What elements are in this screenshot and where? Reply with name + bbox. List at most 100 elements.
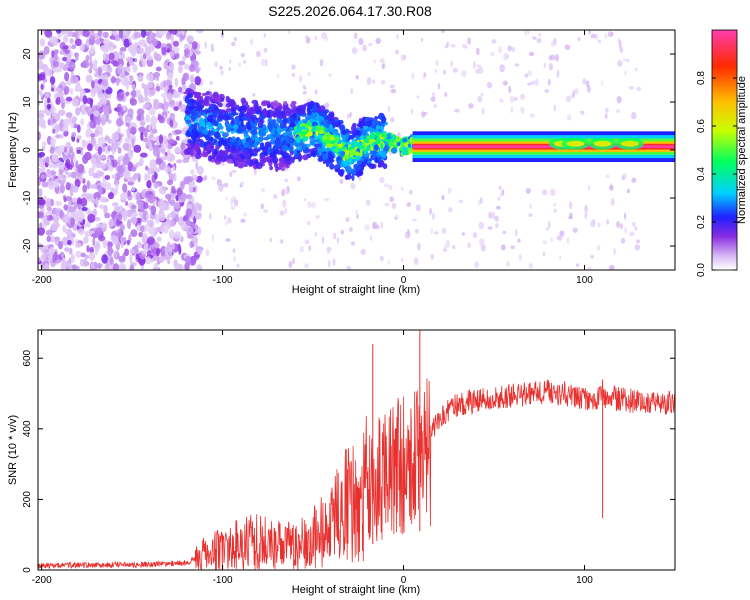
heatmap-cell <box>584 212 587 220</box>
heatmap-cell <box>116 117 123 127</box>
heatmap-cell <box>68 146 74 154</box>
heatmap-cell <box>431 212 436 220</box>
heatmap-cell <box>155 53 162 62</box>
heatmap-cell <box>299 245 304 253</box>
heatmap-cell <box>282 127 287 132</box>
heatmap-cell <box>79 42 85 52</box>
heatmap-cell <box>609 185 614 191</box>
heatmap-cell <box>271 127 276 136</box>
heatmap-cell <box>271 119 277 126</box>
heatmap-cell <box>71 97 80 107</box>
heatmap-cell <box>230 41 236 47</box>
heatmap-cell <box>146 179 152 189</box>
heatmap-cell <box>515 228 518 237</box>
heatmap-cell <box>307 220 311 226</box>
heatmap-cell <box>325 115 329 121</box>
heatmap-cell <box>360 163 365 172</box>
heatmap-cell <box>46 235 51 243</box>
heatmap-cell <box>339 178 344 184</box>
heatmap-cell <box>126 239 131 246</box>
heatmap-cell <box>400 53 404 62</box>
heatmap-cell <box>524 73 529 78</box>
heatmap-cell <box>622 173 627 179</box>
heatmap-cell <box>588 184 591 191</box>
heatmap-cell <box>190 256 197 266</box>
heatmap-cell <box>57 161 66 170</box>
heatmap-cell <box>146 72 154 81</box>
heatmap-cell <box>393 140 397 146</box>
heatmap-cell <box>90 35 96 40</box>
heatmap-cell <box>119 73 127 79</box>
heatmap-cell <box>130 166 137 172</box>
heatmap-cell <box>623 58 628 62</box>
heatmap-cell <box>324 102 330 109</box>
heatmap-cell <box>326 246 332 252</box>
heatmap-cell <box>41 181 49 188</box>
heatmap-cell <box>66 229 72 238</box>
heatmap-cell <box>185 105 191 113</box>
heatmap-cell <box>38 131 41 141</box>
heatmap-cell <box>62 118 70 127</box>
heatmap-cell <box>75 107 81 116</box>
heatmap-cell <box>130 211 139 218</box>
heatmap-cell <box>82 95 88 105</box>
heatmap-cell <box>478 221 485 230</box>
heatmap-cell <box>198 203 202 212</box>
heatmap-cell <box>353 32 358 39</box>
heatmap-cell <box>185 227 194 234</box>
heatmap-cell <box>218 184 224 192</box>
spectrogram-x-label: Height of straight line (km) <box>292 284 420 296</box>
heatmap-cell <box>144 173 148 182</box>
heatmap-cell <box>196 165 204 175</box>
heatmap-cell <box>231 169 237 173</box>
heatmap-cell <box>220 69 224 76</box>
heatmap-cell <box>446 41 450 48</box>
heatmap-cell <box>114 172 121 181</box>
heatmap-cell <box>268 133 273 139</box>
heatmap-cell <box>127 67 131 74</box>
heatmap-cell <box>358 120 364 129</box>
heatmap-cell <box>63 129 69 137</box>
heatmap-cell <box>248 107 256 116</box>
heatmap-cell <box>145 256 151 265</box>
heatmap-cell <box>146 55 153 61</box>
heatmap-cell <box>111 202 119 207</box>
heatmap-cell <box>240 218 246 223</box>
heatmap-cell <box>38 118 46 127</box>
heatmap-cell <box>368 139 376 143</box>
heatmap-cell <box>379 255 384 262</box>
heatmap-cell <box>170 211 176 218</box>
heatmap-cell <box>129 75 134 82</box>
heatmap-cell <box>491 211 496 219</box>
heatmap-cell <box>243 212 248 217</box>
heatmap-cell <box>388 141 394 147</box>
heatmap-cell <box>174 214 179 223</box>
heatmap-cell <box>434 231 439 235</box>
heatmap-cell <box>51 87 55 92</box>
heatmap-cell <box>355 151 359 156</box>
heatmap-cell <box>260 203 264 210</box>
heatmap-cell <box>410 108 414 115</box>
heatmap-cell <box>301 143 307 151</box>
heatmap-cell <box>151 136 158 141</box>
heatmap-cell <box>156 236 162 242</box>
heatmap-cell <box>147 236 155 245</box>
heatmap-cell <box>89 98 94 108</box>
heatmap-cell <box>85 106 89 112</box>
heatmap-cell <box>380 80 386 85</box>
heatmap-cell <box>620 223 623 230</box>
heatmap-cell <box>375 137 382 145</box>
heatmap-cell <box>72 210 80 219</box>
heatmap-cell <box>45 156 50 164</box>
heatmap-cell <box>72 116 78 122</box>
heatmap-cell <box>617 60 623 67</box>
colorbar-label: Normalized spectral amplitude <box>736 76 748 224</box>
heatmap-cell <box>155 158 163 165</box>
heatmap-cell <box>332 258 336 266</box>
heatmap-cell <box>86 195 94 200</box>
heatmap-cell <box>252 148 259 155</box>
heatmap-cell <box>182 55 187 62</box>
heatmap-cell <box>231 112 239 116</box>
heatmap-cell <box>107 119 112 124</box>
